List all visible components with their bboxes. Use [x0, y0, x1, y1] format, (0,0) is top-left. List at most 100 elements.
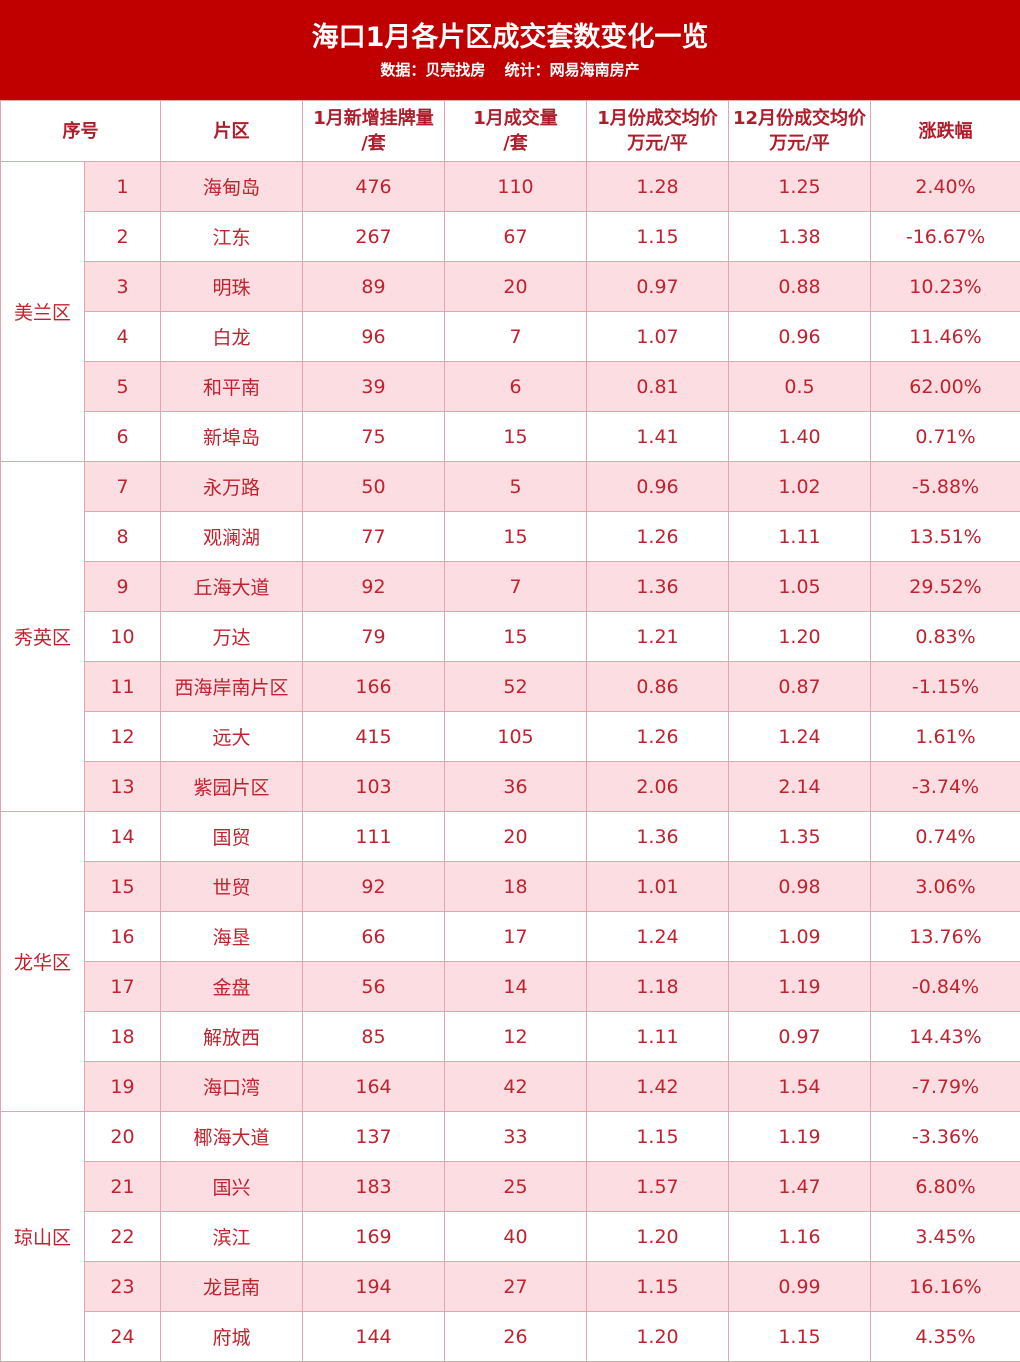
table-cell-jan-price: 1.57: [587, 1162, 729, 1212]
table-cell-row-index: 6: [85, 412, 161, 462]
table-cell-row-index: 23: [85, 1262, 161, 1312]
table-cell-row-index: 20: [85, 1112, 161, 1162]
table-cell-area-name: 龙昆南: [161, 1262, 303, 1312]
table-cell-dec-price: 1.19: [729, 1112, 871, 1162]
table-cell-dec-price: 1.05: [729, 562, 871, 612]
table-cell-price-change: 3.45%: [871, 1212, 1020, 1262]
table-cell-price-change: 0.74%: [871, 812, 1020, 862]
table-cell-jan-price: 1.15: [587, 212, 729, 262]
column-header-transactions: 1月成交量/套: [445, 101, 587, 162]
table-cell-transactions: 17: [445, 912, 587, 962]
table-cell-row-index: 17: [85, 962, 161, 1012]
table-cell-jan-price: 1.18: [587, 962, 729, 1012]
table-cell-row-index: 22: [85, 1212, 161, 1262]
table-cell-new-listings: 96: [303, 312, 445, 362]
table-cell-area-name: 滨江: [161, 1212, 303, 1262]
column-header-dec-price: 12月份成交均价 万元/平: [729, 101, 871, 162]
table-cell-price-change: 14.43%: [871, 1012, 1020, 1062]
table-cell-transactions: 42: [445, 1062, 587, 1112]
table-cell-transactions: 7: [445, 312, 587, 362]
table-cell-new-listings: 56: [303, 962, 445, 1012]
table-cell-area-name: 永万路: [161, 462, 303, 512]
table-cell-area-name: 国贸: [161, 812, 303, 862]
table-cell-price-change: 4.35%: [871, 1312, 1020, 1362]
table-cell-new-listings: 267: [303, 212, 445, 262]
table-cell-transactions: 52: [445, 662, 587, 712]
table-cell-area-name: 和平南: [161, 362, 303, 412]
stats-credit-label: 统计：网易海南房产: [504, 61, 640, 79]
table-cell-new-listings: 66: [303, 912, 445, 962]
table-cell-row-index: 2: [85, 212, 161, 262]
table-cell-area-name: 金盘: [161, 962, 303, 1012]
table-cell-area-name: 新埠岛: [161, 412, 303, 462]
table-cell-row-index: 24: [85, 1312, 161, 1362]
table-cell-dec-price: 0.97: [729, 1012, 871, 1062]
table-cell-jan-price: 1.20: [587, 1212, 729, 1262]
table-cell-price-change: 2.40%: [871, 162, 1020, 212]
table-cell-new-listings: 111: [303, 812, 445, 862]
table-cell-price-change: -3.36%: [871, 1112, 1020, 1162]
table-cell-jan-price: 0.97: [587, 262, 729, 312]
table-cell-price-change: -7.79%: [871, 1062, 1020, 1112]
table-cell-row-index: 10: [85, 612, 161, 662]
table-cell-price-change: 10.23%: [871, 262, 1020, 312]
table-cell-jan-price: 1.11: [587, 1012, 729, 1062]
column-header-change: 涨跌幅: [871, 101, 1020, 162]
table-cell-jan-price: 1.21: [587, 612, 729, 662]
district-cell: 美兰区: [1, 162, 85, 462]
table-cell-area-name: 远大: [161, 712, 303, 762]
table-cell-price-change: 1.61%: [871, 712, 1020, 762]
table-cell-jan-price: 1.41: [587, 412, 729, 462]
table-cell-row-index: 21: [85, 1162, 161, 1212]
table-cell-dec-price: 1.24: [729, 712, 871, 762]
table-cell-jan-price: 0.81: [587, 362, 729, 412]
table-cell-area-name: 西海岸南片区: [161, 662, 303, 712]
table-cell-price-change: 29.52%: [871, 562, 1020, 612]
table-cell-new-listings: 164: [303, 1062, 445, 1112]
table-cell-area-name: 白龙: [161, 312, 303, 362]
table-cell-price-change: 6.80%: [871, 1162, 1020, 1212]
table-cell-price-change: 0.83%: [871, 612, 1020, 662]
table-cell-new-listings: 194: [303, 1262, 445, 1312]
table-cell-row-index: 7: [85, 462, 161, 512]
table-cell-row-index: 1: [85, 162, 161, 212]
district-cell: 秀英区: [1, 462, 85, 812]
table-cell-dec-price: 1.38: [729, 212, 871, 262]
table-cell-transactions: 15: [445, 512, 587, 562]
table-cell-new-listings: 75: [303, 412, 445, 462]
table-cell-area-name: 紫园片区: [161, 762, 303, 812]
table-cell-area-name: 海垦: [161, 912, 303, 962]
table-cell-jan-price: 2.06: [587, 762, 729, 812]
table-cell-new-listings: 476: [303, 162, 445, 212]
table-cell-new-listings: 137: [303, 1112, 445, 1162]
table-cell-row-index: 15: [85, 862, 161, 912]
table-cell-price-change: 3.06%: [871, 862, 1020, 912]
table-cell-price-change: 13.76%: [871, 912, 1020, 962]
table-cell-row-index: 18: [85, 1012, 161, 1062]
data-table: 序号 片区 1月新增挂牌量/套 1月成交量/套 1月份成交均价 万元/平 12月份…: [0, 100, 1020, 1362]
table-cell-dec-price: 0.87: [729, 662, 871, 712]
table-cell-new-listings: 183: [303, 1162, 445, 1212]
table-cell-row-index: 19: [85, 1062, 161, 1112]
table-cell-row-index: 14: [85, 812, 161, 862]
table-cell-jan-price: 0.96: [587, 462, 729, 512]
table-cell-jan-price: 1.42: [587, 1062, 729, 1112]
table-cell-transactions: 5: [445, 462, 587, 512]
table-cell-jan-price: 1.26: [587, 712, 729, 762]
table-cell-jan-price: 1.07: [587, 312, 729, 362]
table-cell-transactions: 15: [445, 612, 587, 662]
table-cell-price-change: -16.67%: [871, 212, 1020, 262]
table-cell-jan-price: 1.36: [587, 812, 729, 862]
table-cell-row-index: 9: [85, 562, 161, 612]
table-cell-jan-price: 1.15: [587, 1262, 729, 1312]
table-cell-area-name: 海口湾: [161, 1062, 303, 1112]
table-cell-new-listings: 144: [303, 1312, 445, 1362]
table-cell-transactions: 12: [445, 1012, 587, 1062]
table-cell-new-listings: 39: [303, 362, 445, 412]
table-cell-price-change: 62.00%: [871, 362, 1020, 412]
table-cell-area-name: 明珠: [161, 262, 303, 312]
table-cell-area-name: 江东: [161, 212, 303, 262]
table-cell-transactions: 14: [445, 962, 587, 1012]
table-cell-price-change: 13.51%: [871, 512, 1020, 562]
table-cell-row-index: 13: [85, 762, 161, 812]
